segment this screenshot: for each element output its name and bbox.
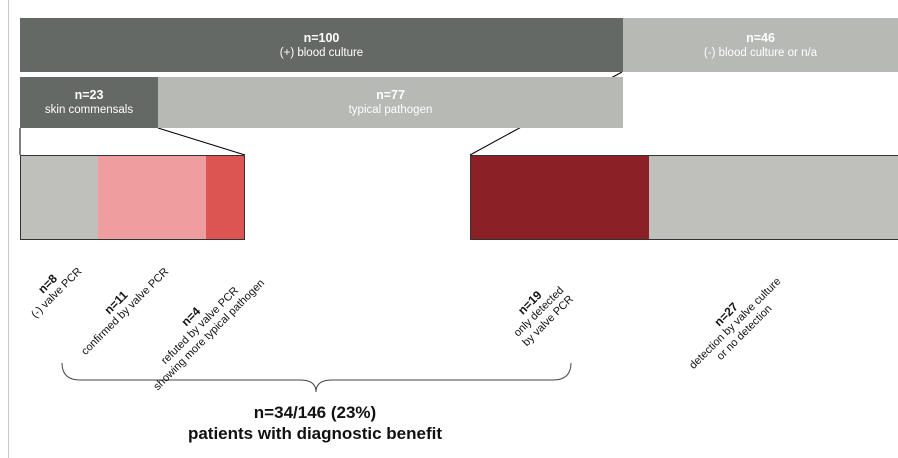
commensals-count: n=23: [74, 88, 104, 102]
segment-only-pcr: [471, 156, 649, 239]
commensals-label: skin commensals: [44, 104, 134, 116]
typical-count: n=77: [376, 88, 405, 102]
figure-frame: [8, 0, 898, 458]
summary-text: n=34/146 (23%) patients with diagnostic …: [150, 402, 480, 444]
summary-brace: [61, 362, 572, 393]
negative-count: n=46: [746, 30, 775, 45]
summary-count: n=34/146 (23%): [253, 403, 377, 422]
negative-label: (-) blood culture or n/a: [703, 46, 818, 59]
skin-commensals-box: n=23 skin commensals: [20, 77, 158, 128]
segment-negative-pcr: [21, 156, 98, 239]
positive-label: (+) blood culture: [279, 46, 364, 59]
typical-pathogen-box: n=77 typical pathogen: [158, 77, 623, 128]
connector-left-b: [157, 127, 246, 156]
segment-other-detection: [649, 156, 898, 239]
commensals-breakdown-bar: [20, 155, 245, 240]
negative-breakdown-bar: [470, 155, 898, 240]
typical-label: typical pathogen: [348, 104, 433, 116]
positive-blood-culture-box: n=100 (+) blood culture: [20, 18, 623, 72]
positive-count: n=100: [303, 30, 340, 45]
summary-description: patients with diagnostic benefit: [187, 424, 443, 443]
segment-refuted-pcr: [206, 156, 244, 239]
negative-blood-culture-box: n=46 (-) blood culture or n/a: [623, 18, 898, 72]
segment-confirmed-pcr: [98, 156, 206, 239]
